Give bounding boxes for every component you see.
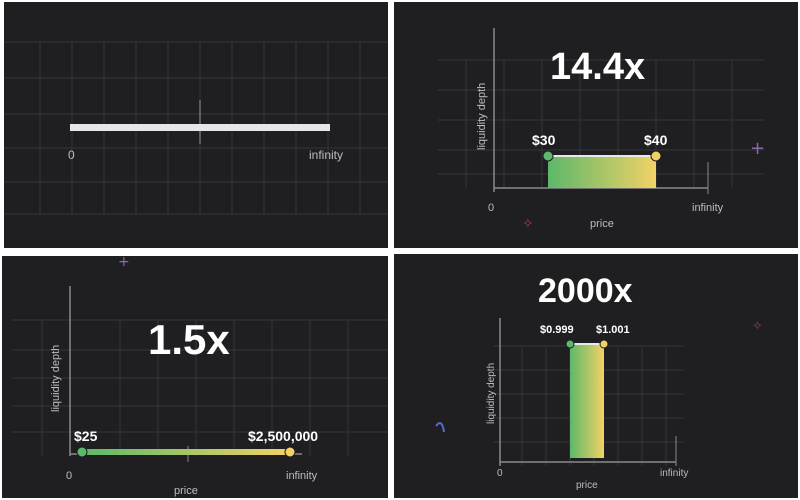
y-axis-label: liquidity depth (50, 344, 62, 412)
low-price-handle[interactable] (76, 446, 88, 458)
axis-infinity-label: infinity (660, 468, 689, 479)
low-price-label: $25 (74, 428, 98, 444)
high-price-label: $2,500,000 (248, 428, 319, 444)
axis-infinity-label: infinity (692, 202, 724, 214)
axis-infinity-label: infinity (309, 148, 344, 162)
x-axis-label: price (576, 480, 598, 491)
x-axis-label: price (174, 485, 198, 497)
high-price-label: $40 (644, 132, 668, 148)
low-price-handle[interactable] (542, 150, 554, 162)
full-range-panel: 0 infinity (4, 2, 388, 248)
curve-decoration (435, 422, 445, 433)
liquidity-range (82, 449, 290, 455)
liquidity-range (548, 156, 656, 188)
liquidity-bar (70, 124, 330, 131)
liquidity-range (570, 344, 604, 458)
concentrated-2000x-panel: ✧ 2000x liquidity depth $0.999 $1.001 0 … (394, 254, 798, 498)
concentrated-14x-panel: + ✧ 14.4x liquidity depth $30 $40 0 infi… (394, 2, 798, 248)
y-axis-label: liquidity depth (486, 362, 497, 424)
axis-zero-label: 0 (68, 148, 75, 162)
concentrated-1-5x-chart: + (12, 256, 388, 462)
axis-zero-label: 0 (488, 202, 495, 214)
high-price-handle[interactable] (650, 150, 662, 162)
x-axis-label: price (590, 218, 614, 230)
sparkle-decoration: ✧ (522, 216, 534, 232)
low-price-handle[interactable] (565, 339, 575, 349)
low-price-label: $30 (532, 132, 556, 148)
low-price-label: $0.999 (540, 324, 574, 336)
full-range-chart (4, 41, 388, 215)
concentration-multiplier: 2000x (538, 272, 633, 310)
axis-infinity-label: infinity (286, 470, 318, 482)
plus-decoration: + (118, 256, 130, 270)
concentrated-1-5x-panel: + 1.5x liquidity depth $25 $2,500,000 0 … (2, 256, 388, 498)
concentration-multiplier: 1.5x (148, 316, 230, 363)
axis-zero-label: 0 (66, 470, 73, 482)
grid (12, 319, 388, 456)
axis-zero-label: 0 (497, 468, 503, 479)
plus-decoration: + (750, 138, 765, 159)
high-price-handle[interactable] (599, 339, 609, 349)
concentrated-14x-chart: + ✧ (438, 28, 765, 232)
high-price-handle[interactable] (284, 446, 296, 458)
high-price-label: $1.001 (596, 324, 630, 336)
concentration-multiplier: 14.4x (550, 46, 646, 88)
concentrated-2000x-chart: ✧ (435, 318, 763, 466)
sparkle-decoration: ✧ (752, 319, 763, 334)
y-axis-label: liquidity depth (476, 82, 488, 150)
